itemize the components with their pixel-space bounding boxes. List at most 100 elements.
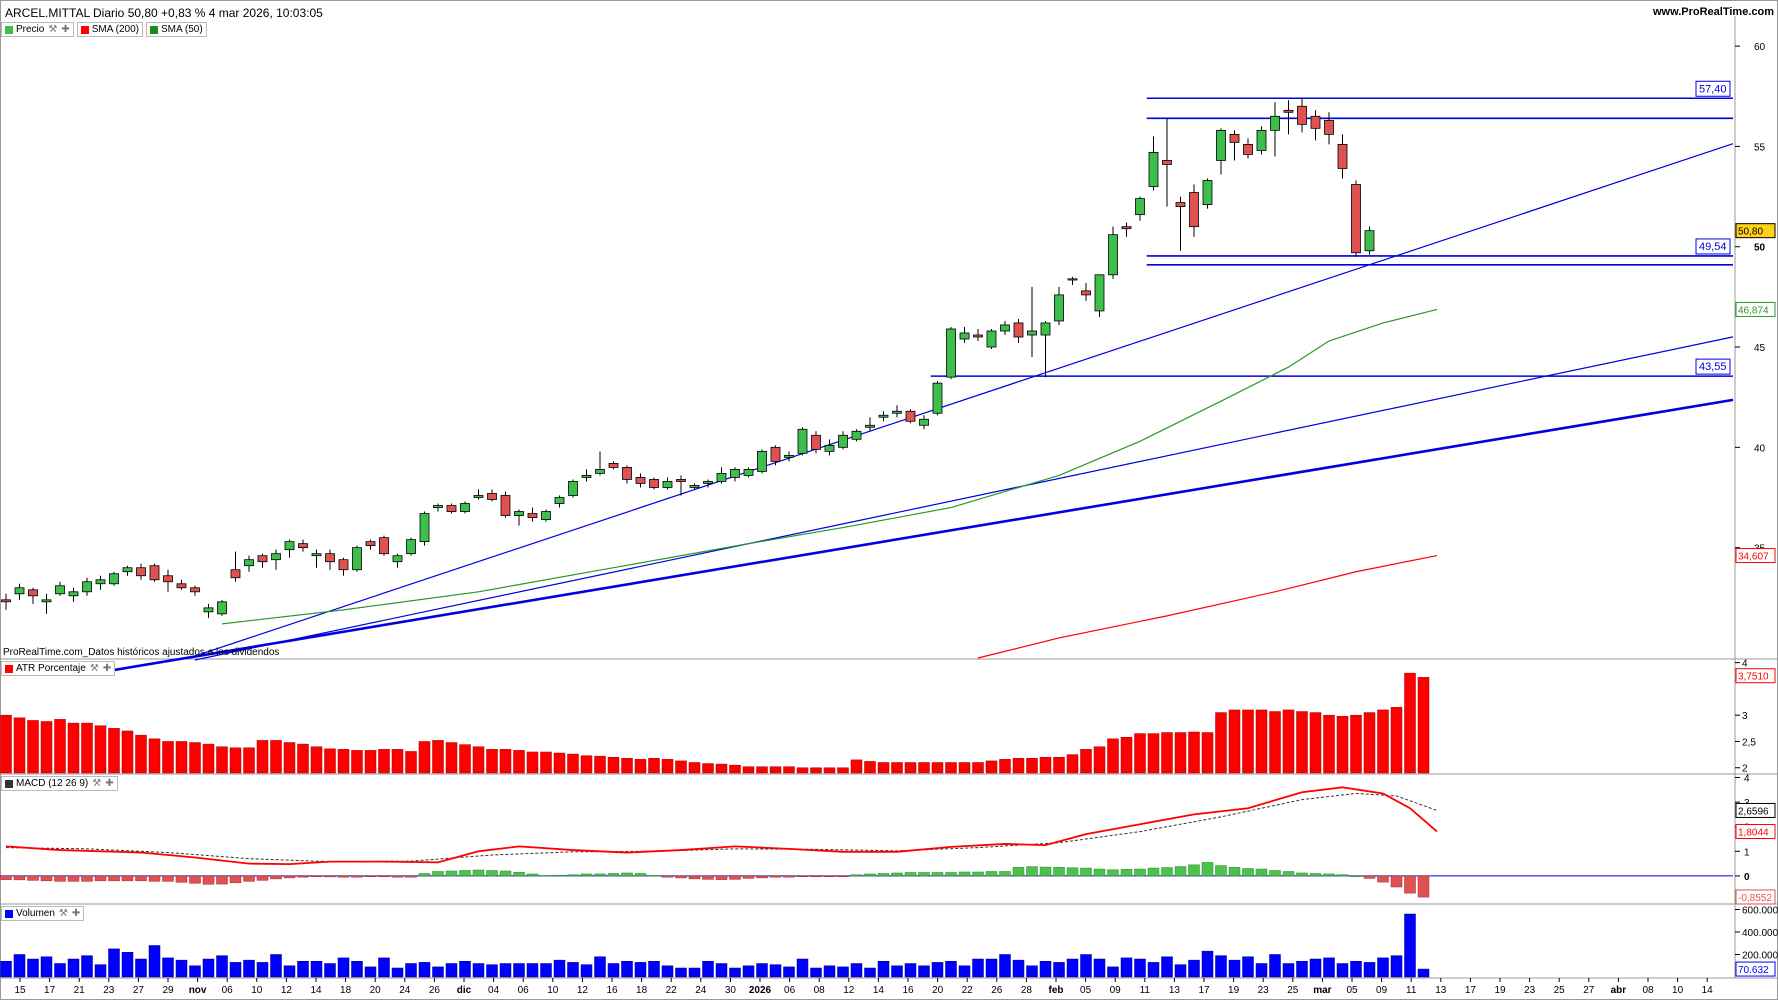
plus-icon[interactable]: ✚ [71,908,81,919]
macd-signal-line [5,792,1438,863]
x-axis-label: 27 [1583,985,1595,996]
macd-histogram-bar [94,875,107,882]
candle-up [433,505,443,508]
signal-value-tag-box [1735,802,1776,818]
candle-down [527,513,538,518]
volume-bar [729,967,741,978]
candle-up [68,591,79,597]
legend-atr[interactable]: ATR Porcentaje ⚒ ✚ [1,661,116,676]
candle-up [986,330,997,348]
plus-icon[interactable]: ✚ [105,778,114,789]
volume-bar [94,964,107,978]
atr-bar [513,750,525,774]
candle-up [892,410,902,414]
wrench-icon[interactable]: ⚒ [89,663,99,674]
wrench-icon[interactable]: ⚒ [58,908,68,919]
candle-up [419,513,430,543]
legend-price[interactable]: Precio ⚒ ✚ [1,22,74,37]
atr-bar [783,766,795,774]
atr-bar [567,753,579,774]
atr-bar [999,759,1011,774]
candle-up [14,587,25,595]
x-axis-label: 19 [1228,985,1240,996]
atr-bar [661,759,674,774]
candle-up [82,581,92,593]
volume-bar [850,963,863,978]
level-label-box [1695,80,1731,97]
plus-icon[interactable]: ✚ [61,24,70,35]
volume-bar [864,967,876,978]
atr-bar [904,762,917,774]
legend-sma200-label: SMA (200) [91,24,139,35]
candle-up [959,332,970,340]
wrench-icon[interactable]: ⚒ [48,24,58,35]
macd-histogram-bar [108,875,120,882]
x-axis-label: 19 [1494,985,1506,996]
candle-up [1256,129,1267,151]
macd-histogram-bar [1093,868,1106,877]
x-axis-label: 12 [577,985,589,996]
atr-bar [850,759,863,774]
volume-bar [715,963,728,978]
macd-histogram-bar [553,874,566,877]
macd-histogram-bar [135,875,147,882]
candle-down [1283,109,1294,113]
x-axis-label: 06 [784,985,796,996]
macd-histogram-bar [796,875,809,877]
level-label: 57,40 [1699,83,1727,95]
atr-bar [1242,709,1254,774]
volume-bar [1363,962,1376,978]
volume-bar [418,962,431,978]
candle-up [1108,234,1118,276]
macd-histogram-bar [702,875,714,880]
x-axis-label: 23 [103,985,115,996]
candle-up [932,382,943,414]
candle-down [770,446,781,462]
atr-bar [432,740,444,774]
volume-bar [1201,950,1214,978]
macd-histogram-bar [945,872,957,877]
x-axis-label: 18 [636,985,648,996]
atr-bar [1161,732,1173,774]
macd-histogram-bar [1417,875,1430,898]
atr-bar [715,763,728,774]
legend-sma200[interactable]: SMA (200) [76,22,143,37]
last-price-tag: 50,80 [1738,227,1763,238]
volume-bar [985,958,998,978]
volume-bar [337,957,350,978]
plus-icon[interactable]: ✚ [102,663,112,674]
legend-volume[interactable]: Volumen ⚒ ✚ [1,906,85,921]
atr-bar [931,762,944,774]
volume-bar [904,963,917,978]
volume-bar [688,967,701,978]
volume-bar [540,963,552,978]
x-axis-label: nov [189,985,207,996]
atr-bar [796,767,809,774]
candle-up [271,553,281,561]
atr-bar [229,747,242,774]
price-legend: Precio ⚒ ✚ SMA (200) SMA (50) [1,22,207,37]
atr-bar [1296,711,1308,774]
volume-bar [567,962,579,978]
x-axis-label: 25 [1287,985,1299,996]
volume-bar [1093,958,1106,978]
atr-bar [1336,715,1349,774]
atr-bar [810,767,822,774]
candle-up [352,547,362,571]
legend-macd[interactable]: MACD (12 26 9) ⚒ ✚ [1,776,118,791]
atr-bar [877,762,890,774]
macd-histogram-bar [1390,875,1403,888]
candle-down [608,462,619,468]
candle-up [95,579,106,585]
atr-bar [769,766,782,774]
macd-histogram-bar [1215,865,1227,877]
macd-value-tag-box [1735,824,1776,840]
macd-swatch [5,779,13,788]
site-url[interactable]: www.ProRealTime.com [1652,6,1774,18]
candle-down [635,477,646,484]
legend-sma50[interactable]: SMA (50) [145,22,207,37]
candle-up [730,469,740,478]
atr-bar [972,762,984,774]
wrench-icon[interactable]: ⚒ [92,778,102,789]
volume-bar [1269,954,1281,978]
